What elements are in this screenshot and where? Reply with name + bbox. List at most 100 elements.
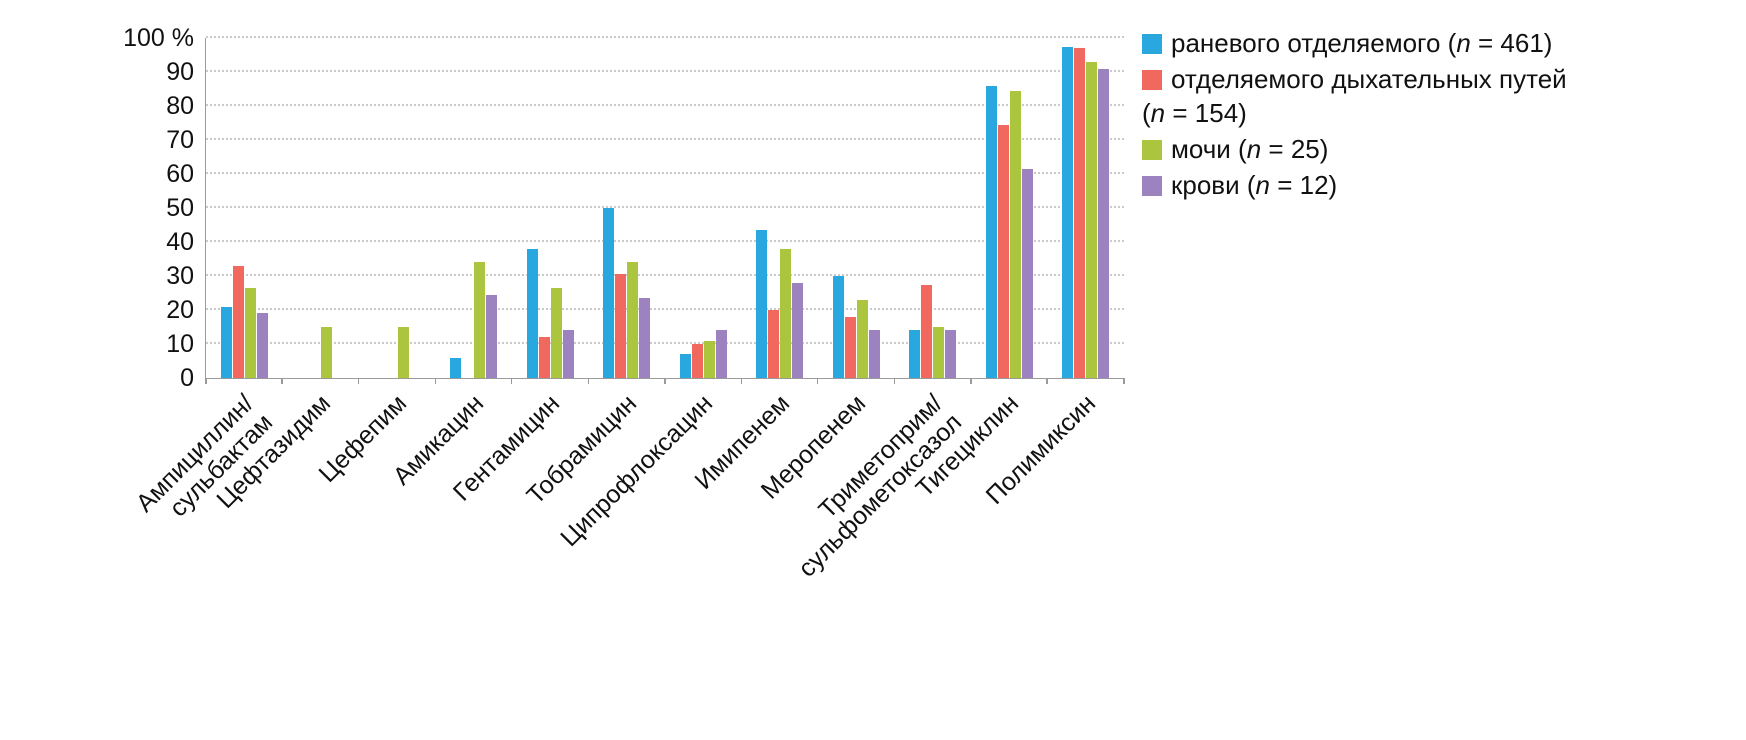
bar — [1086, 61, 1098, 378]
bar-group — [818, 38, 895, 378]
bar — [526, 248, 538, 378]
bar-group — [1048, 38, 1125, 378]
bar — [538, 337, 550, 378]
bar — [232, 265, 244, 378]
bar — [220, 306, 232, 378]
gridline — [206, 274, 1124, 276]
bar — [615, 274, 627, 378]
legend-swatch — [1142, 34, 1162, 54]
y-tick-label: 0 — [180, 364, 194, 392]
y-tick-label: 50 — [166, 194, 194, 222]
x-axis-ticks — [205, 378, 1125, 385]
bar — [244, 287, 256, 378]
gridline — [206, 138, 1124, 140]
legend-swatch — [1142, 70, 1162, 90]
bar — [945, 330, 957, 378]
gridline — [206, 70, 1124, 72]
bar-group — [665, 38, 742, 378]
bar — [856, 299, 868, 378]
bars-container — [206, 38, 1124, 378]
x-tick — [893, 378, 895, 384]
bar — [256, 313, 268, 378]
bar — [844, 316, 856, 378]
x-tick — [816, 378, 819, 384]
gridline — [206, 206, 1124, 208]
x-tick — [205, 378, 207, 384]
x-tick — [970, 378, 972, 384]
bar-group — [436, 38, 513, 378]
legend-item: раневого отделяемого (n = 461) — [1142, 26, 1702, 60]
bar — [909, 330, 921, 378]
legend-swatch — [1142, 176, 1162, 196]
bar-group — [895, 38, 972, 378]
bar-group — [206, 38, 283, 378]
x-tick — [740, 378, 742, 384]
x-tick — [587, 378, 589, 384]
bar — [703, 340, 715, 378]
y-tick-label: 100 % — [123, 24, 194, 52]
bar — [562, 330, 574, 378]
legend-swatch — [1142, 140, 1162, 160]
bar — [985, 85, 997, 378]
legend-item: отделяемого дыхательных путей (n = 154) — [1142, 62, 1702, 130]
bar — [321, 327, 333, 378]
y-tick-label: 80 — [166, 92, 194, 120]
bar — [997, 124, 1009, 378]
bar — [550, 287, 562, 378]
bar — [1021, 168, 1033, 378]
gridline — [206, 36, 1124, 38]
x-tick — [357, 378, 360, 384]
bar — [603, 208, 615, 378]
x-tick — [1046, 378, 1048, 384]
y-tick-label: 30 — [166, 262, 194, 290]
legend-item: крови (n = 12) — [1142, 168, 1702, 202]
bar-group — [283, 38, 360, 378]
bar — [450, 357, 462, 378]
x-tick — [281, 378, 283, 384]
gridline — [206, 342, 1124, 344]
x-tick — [434, 378, 436, 384]
gridline — [206, 240, 1124, 242]
gridline — [206, 308, 1124, 310]
x-tick — [510, 378, 513, 384]
legend-label: крови (n = 12) — [1171, 170, 1338, 200]
bar — [691, 344, 703, 378]
bar — [756, 230, 768, 378]
bar — [397, 327, 409, 378]
bar-group — [359, 38, 436, 378]
bar-group — [971, 38, 1048, 378]
x-category-label: Ампициллин/сульбактам — [130, 389, 279, 523]
x-tick — [1123, 378, 1125, 384]
y-tick-label: 40 — [166, 228, 194, 256]
bar — [474, 262, 486, 378]
plot-area: 0 10 20 30 40 50 60 70 80 90 100 % Ампициллин/суль… — [123, 24, 1125, 583]
gridlines — [206, 36, 1124, 378]
y-tick-label: 20 — [166, 296, 194, 324]
y-tick-label: 90 — [166, 58, 194, 86]
legend-label: мочи (n = 25) — [1171, 134, 1329, 164]
bar — [1098, 68, 1110, 378]
legend-label: отделяемого дыхательных путей (n = 154) — [1142, 64, 1567, 128]
bar — [1062, 46, 1074, 378]
bar — [639, 298, 651, 378]
y-tick-label: 60 — [166, 160, 194, 188]
gridline — [206, 172, 1124, 174]
legend-label: раневого отделяемого (n = 461) — [1171, 28, 1553, 58]
legend: раневого отделяемого (n = 461) отделяемог… — [1142, 26, 1702, 204]
y-tick-label: 70 — [166, 126, 194, 154]
bar — [868, 330, 880, 378]
bar — [1009, 90, 1021, 378]
y-axis-labels: 0 10 20 30 40 50 60 70 80 90 100 % — [96, 24, 206, 392]
bar-group — [742, 38, 819, 378]
legend-item: мочи (n = 25) — [1142, 132, 1702, 166]
bar — [768, 310, 780, 378]
bar — [486, 294, 498, 378]
bar — [627, 262, 639, 378]
bar — [1074, 48, 1086, 378]
bar — [679, 354, 691, 378]
bar — [832, 276, 844, 378]
y-tick-label: 10 — [166, 330, 194, 358]
bar — [933, 327, 945, 378]
bar-group — [589, 38, 666, 378]
